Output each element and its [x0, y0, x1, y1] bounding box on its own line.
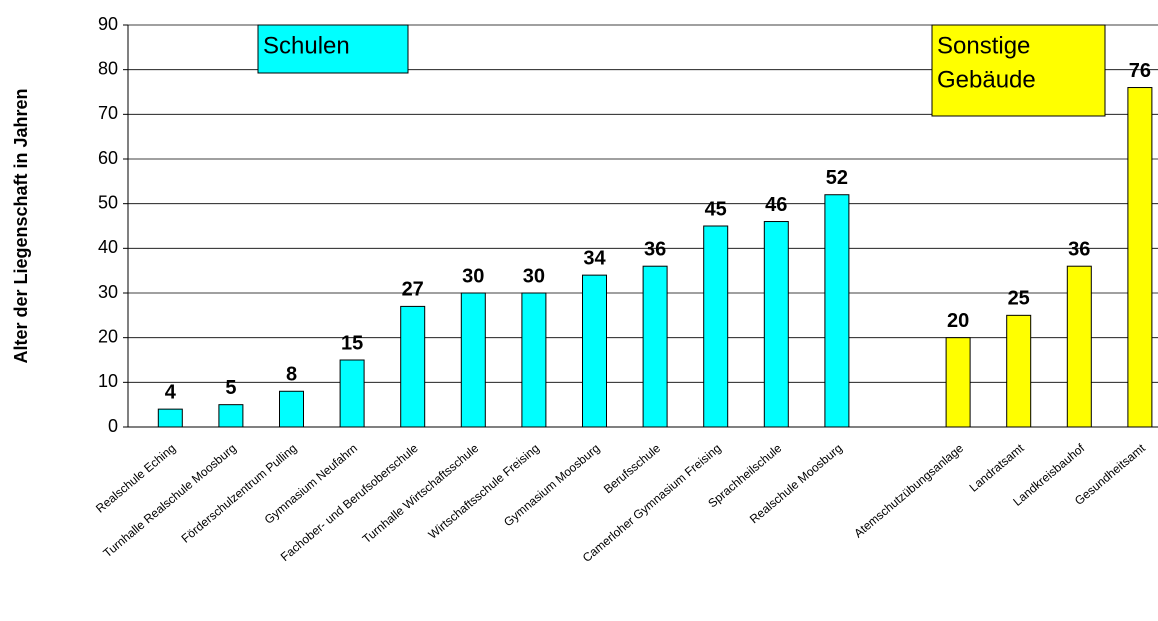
value-label: 20	[947, 310, 969, 332]
y-tick-label: 60	[98, 148, 118, 168]
annotation-text: Gebäude	[937, 66, 1036, 93]
bar	[339, 359, 365, 428]
y-tick-label: 70	[98, 103, 118, 123]
y-tick-label: 40	[98, 237, 118, 257]
x-tick-label: Landratsamt	[967, 441, 1028, 495]
bar	[582, 274, 607, 428]
value-label: 25	[1008, 288, 1030, 310]
value-label: 30	[523, 265, 545, 287]
value-label: 4	[165, 381, 177, 403]
y-tick-label: 30	[98, 282, 118, 302]
annotation-text: Schulen	[263, 32, 350, 59]
x-tick-label: Förderschulzentrum Pulling	[179, 441, 300, 546]
bar	[521, 292, 547, 428]
bar	[824, 194, 850, 428]
x-tick-label: Turnhalle Wirtschaftsschule	[360, 441, 482, 546]
bar	[400, 305, 426, 428]
bar	[1006, 314, 1032, 428]
value-label: 27	[402, 279, 424, 301]
x-tick-label: Wirtschaftsschule Freising	[426, 441, 542, 542]
value-label: 5	[225, 377, 236, 399]
value-label: 46	[765, 194, 787, 216]
bar	[1127, 87, 1153, 428]
bar	[763, 221, 789, 428]
annotation-box	[257, 24, 409, 74]
annotation-box	[931, 24, 1106, 117]
y-tick-label: 90	[98, 14, 118, 34]
value-label: 52	[826, 167, 848, 189]
bar	[1066, 265, 1092, 428]
bar	[157, 408, 183, 428]
y-tick-label: 80	[98, 58, 118, 78]
y-tick-label: 20	[98, 326, 118, 346]
bar	[642, 265, 668, 428]
y-tick-label: 10	[98, 371, 118, 391]
value-label: 45	[705, 198, 727, 220]
value-label: 36	[644, 238, 666, 260]
bar	[279, 390, 304, 428]
x-tick-label: Berufsschule	[601, 441, 663, 497]
annotation-text: Sonstige	[937, 32, 1030, 59]
value-label: 8	[286, 364, 297, 386]
value-label: 34	[583, 247, 606, 269]
value-label: 30	[462, 265, 484, 287]
y-tick-label: 0	[108, 416, 118, 436]
value-label: 15	[341, 332, 363, 354]
value-label: 36	[1068, 238, 1090, 260]
bar	[945, 337, 971, 428]
y-axis-title: Alter der Liegenschaft in Jahren	[11, 88, 31, 363]
y-tick-label: 50	[98, 192, 118, 212]
bar	[460, 292, 486, 428]
bar	[703, 225, 729, 428]
x-tick-label: Atemschutzübungsanlage	[851, 441, 966, 541]
value-label: 76	[1129, 60, 1151, 82]
bar	[218, 404, 244, 428]
